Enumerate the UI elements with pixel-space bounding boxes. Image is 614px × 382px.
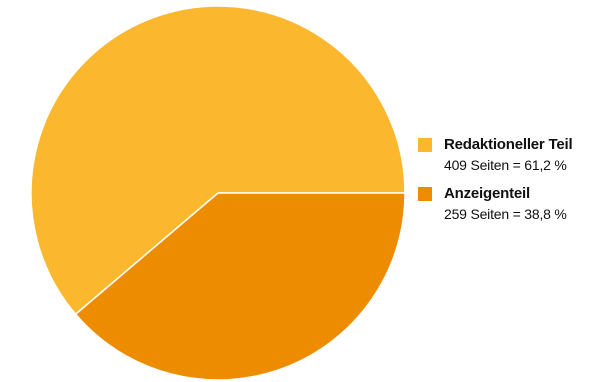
legend-value-anzeigenteil: 259 Seiten = 38,8 % xyxy=(444,206,567,222)
legend: Redaktioneller Teil 409 Seiten = 61,2 % … xyxy=(418,135,614,233)
legend-label-redaktioneller-teil: Redaktioneller Teil xyxy=(444,136,573,153)
legend-swatch-anzeigenteil xyxy=(418,187,432,201)
legend-label-anzeigenteil: Anzeigenteil xyxy=(444,185,530,202)
legend-value-redaktioneller-teil: 409 Seiten = 61,2 % xyxy=(444,157,567,173)
legend-item-redaktioneller-teil: Redaktioneller Teil 409 Seiten = 61,2 % xyxy=(418,135,614,175)
pie-slice-anzeigenteil xyxy=(74,192,406,381)
pie-slice-redaktioneller-teil xyxy=(30,5,406,315)
legend-swatch-redaktioneller-teil xyxy=(418,138,432,152)
legend-item-anzeigenteil: Anzeigenteil 259 Seiten = 38,8 % xyxy=(418,184,614,224)
pie-slices xyxy=(30,5,406,381)
